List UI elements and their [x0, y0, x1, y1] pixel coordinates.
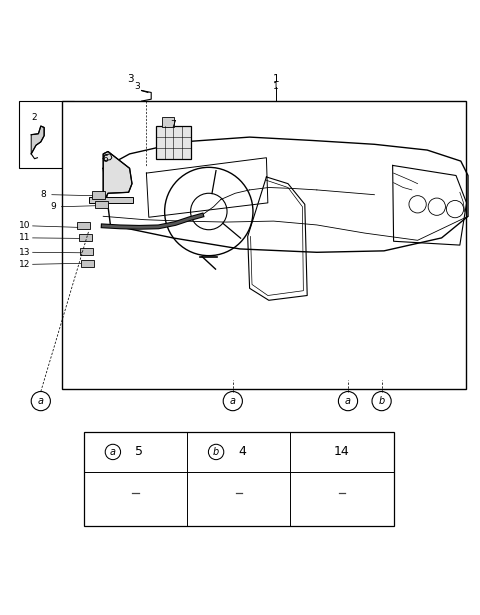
- FancyBboxPatch shape: [77, 222, 90, 229]
- FancyBboxPatch shape: [162, 117, 174, 127]
- Text: 11: 11: [19, 234, 31, 242]
- Polygon shape: [237, 506, 241, 508]
- FancyBboxPatch shape: [92, 191, 105, 199]
- Text: 8: 8: [40, 190, 46, 199]
- FancyBboxPatch shape: [80, 248, 93, 255]
- FancyBboxPatch shape: [95, 201, 108, 208]
- Text: 10: 10: [19, 221, 31, 231]
- Text: 1: 1: [273, 82, 279, 91]
- Text: 14: 14: [334, 445, 350, 458]
- Text: b: b: [213, 447, 219, 457]
- Text: b: b: [378, 396, 385, 406]
- Ellipse shape: [128, 490, 144, 497]
- FancyBboxPatch shape: [339, 493, 345, 506]
- Text: 4: 4: [239, 445, 246, 458]
- Text: a: a: [38, 396, 44, 406]
- FancyBboxPatch shape: [62, 101, 466, 389]
- Text: 1: 1: [273, 74, 279, 84]
- Text: a: a: [345, 396, 351, 406]
- FancyBboxPatch shape: [156, 125, 191, 159]
- Ellipse shape: [231, 490, 247, 497]
- Text: a: a: [110, 447, 116, 457]
- Text: 12: 12: [19, 260, 31, 269]
- Text: 13: 13: [19, 248, 31, 257]
- Text: 9: 9: [50, 202, 56, 211]
- FancyBboxPatch shape: [81, 260, 94, 267]
- Polygon shape: [133, 506, 138, 508]
- Polygon shape: [89, 197, 133, 203]
- Polygon shape: [31, 126, 44, 154]
- Text: 6: 6: [103, 155, 108, 164]
- Ellipse shape: [334, 490, 350, 497]
- FancyBboxPatch shape: [236, 493, 242, 506]
- Text: a: a: [230, 396, 236, 406]
- Text: 2: 2: [32, 113, 37, 122]
- Polygon shape: [103, 151, 132, 198]
- Text: 7: 7: [170, 120, 176, 129]
- Polygon shape: [340, 506, 344, 508]
- FancyBboxPatch shape: [19, 101, 74, 169]
- Text: 3: 3: [127, 74, 134, 84]
- FancyBboxPatch shape: [84, 432, 394, 526]
- Text: 3: 3: [134, 82, 140, 91]
- FancyBboxPatch shape: [132, 493, 139, 506]
- Text: 5: 5: [135, 445, 144, 458]
- FancyBboxPatch shape: [79, 234, 92, 241]
